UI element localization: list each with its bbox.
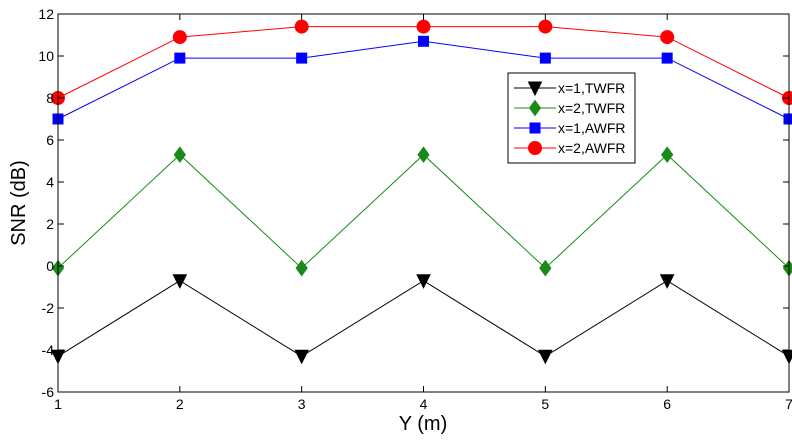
data-point <box>416 274 431 289</box>
data-point <box>659 274 675 289</box>
legend-entry: x=2,TWFR <box>514 99 625 117</box>
data-point <box>294 19 309 34</box>
data-point <box>296 52 308 64</box>
x-tick-label: 7 <box>785 396 792 412</box>
legend-marker <box>527 81 543 97</box>
data-point <box>538 349 553 365</box>
data-point <box>294 349 309 365</box>
x-axis-label: Y (m) <box>399 413 448 435</box>
x-tick-label: 6 <box>663 396 671 412</box>
x-tick-label: 1 <box>54 396 62 412</box>
y-tick-label: -2 <box>42 300 55 316</box>
y-tick-label: 0 <box>46 258 54 274</box>
y-tick-label: 10 <box>38 48 54 64</box>
data-point <box>172 274 188 289</box>
legend-marker <box>528 141 542 155</box>
legend-entry: x=1,AWFR <box>514 120 626 136</box>
data-point <box>418 35 429 47</box>
x-tick-label: 5 <box>541 396 549 412</box>
data-point <box>539 259 552 277</box>
series-layer <box>50 19 792 365</box>
data-point <box>539 52 551 64</box>
legend-label: x=1,AWFR <box>558 120 626 136</box>
data-point <box>295 259 308 277</box>
y-tick-label: 4 <box>46 174 54 190</box>
data-point <box>173 146 186 164</box>
plot-background <box>58 14 789 392</box>
legend-entry: x=2,AWFR <box>514 140 626 156</box>
legend-label: x=1,TWFR <box>558 80 625 96</box>
data-point <box>661 52 673 64</box>
data-point <box>661 146 674 164</box>
legend-entry: x=1,TWFR <box>514 80 625 97</box>
data-point <box>172 30 187 45</box>
data-point <box>783 113 792 125</box>
series-x=2,TWFR <box>51 146 792 277</box>
y-tick-label: 8 <box>46 90 54 106</box>
y-axis-label: SNR (dB) <box>8 160 30 246</box>
data-point <box>416 19 431 34</box>
legend-label: x=2,AWFR <box>558 140 626 156</box>
legend-marker <box>529 122 541 134</box>
x-tick-label: 4 <box>420 396 428 412</box>
x-tick-label: 2 <box>176 396 184 412</box>
x-tick-label: 3 <box>298 396 306 412</box>
data-point <box>417 146 430 164</box>
y-tick-label: 12 <box>38 6 54 22</box>
y-tick-label: -6 <box>42 384 55 400</box>
y-tick-label: 2 <box>46 216 54 232</box>
data-point <box>660 30 675 45</box>
y-tick-label: -4 <box>42 342 55 358</box>
data-point <box>538 19 553 34</box>
y-tick-label: 6 <box>46 132 54 148</box>
data-point <box>174 52 186 64</box>
series-x=1,TWFR <box>50 274 792 365</box>
legend-label: x=2,TWFR <box>558 100 625 116</box>
series-x=2,AWFR <box>51 19 792 105</box>
legend: x=1,TWFR x=2,TWFR x=1,AWFR x=2,AWFR <box>507 72 636 164</box>
legend-marker <box>528 99 542 117</box>
